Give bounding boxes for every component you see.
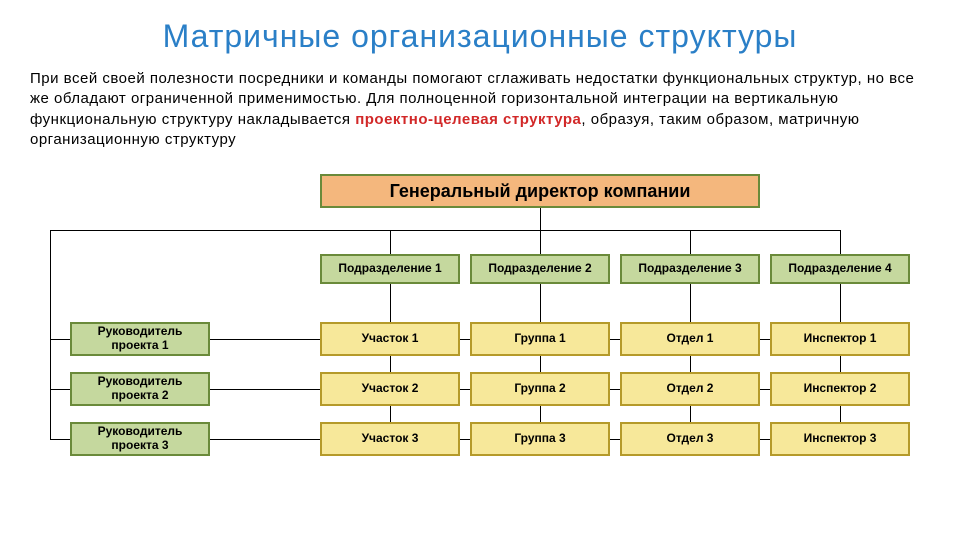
cell-1-2: Группа 1: [470, 322, 610, 356]
connector-line: [50, 389, 70, 390]
cell-2-4: Инспектор 2: [770, 372, 910, 406]
connector-line: [540, 230, 541, 254]
connector-line: [540, 208, 541, 230]
division-box-1: Подразделение 1: [320, 254, 460, 284]
division-box-2: Подразделение 2: [470, 254, 610, 284]
cell-1-3: Отдел 1: [620, 322, 760, 356]
paragraph-emph: проектно-целевая структура: [355, 111, 581, 128]
cell-3-3: Отдел 3: [620, 422, 760, 456]
connector-line: [390, 230, 391, 254]
division-box-4: Подразделение 4: [770, 254, 910, 284]
connector-line: [690, 230, 691, 254]
cell-1-4: Инспектор 1: [770, 322, 910, 356]
director-box: Генеральный директор компании: [320, 174, 760, 208]
cell-3-4: Инспектор 3: [770, 422, 910, 456]
cell-2-1: Участок 2: [320, 372, 460, 406]
project-box-3: Руководитель проекта 3: [70, 422, 210, 456]
cell-2-3: Отдел 2: [620, 372, 760, 406]
intro-paragraph: При всей своей полезности посредники и к…: [30, 69, 930, 150]
connector-line: [50, 439, 70, 440]
project-box-2: Руководитель проекта 2: [70, 372, 210, 406]
cell-3-1: Участок 3: [320, 422, 460, 456]
cell-1-1: Участок 1: [320, 322, 460, 356]
connector-line: [50, 339, 70, 340]
cell-2-2: Группа 2: [470, 372, 610, 406]
connector-line: [50, 230, 51, 439]
page-title: Матричные организационные структуры: [30, 18, 930, 55]
connector-line: [840, 230, 841, 254]
org-chart: Генеральный директор компании Подразделен…: [30, 174, 930, 494]
project-box-1: Руководитель проекта 1: [70, 322, 210, 356]
cell-3-2: Группа 3: [470, 422, 610, 456]
connector-line: [50, 230, 841, 231]
division-box-3: Подразделение 3: [620, 254, 760, 284]
